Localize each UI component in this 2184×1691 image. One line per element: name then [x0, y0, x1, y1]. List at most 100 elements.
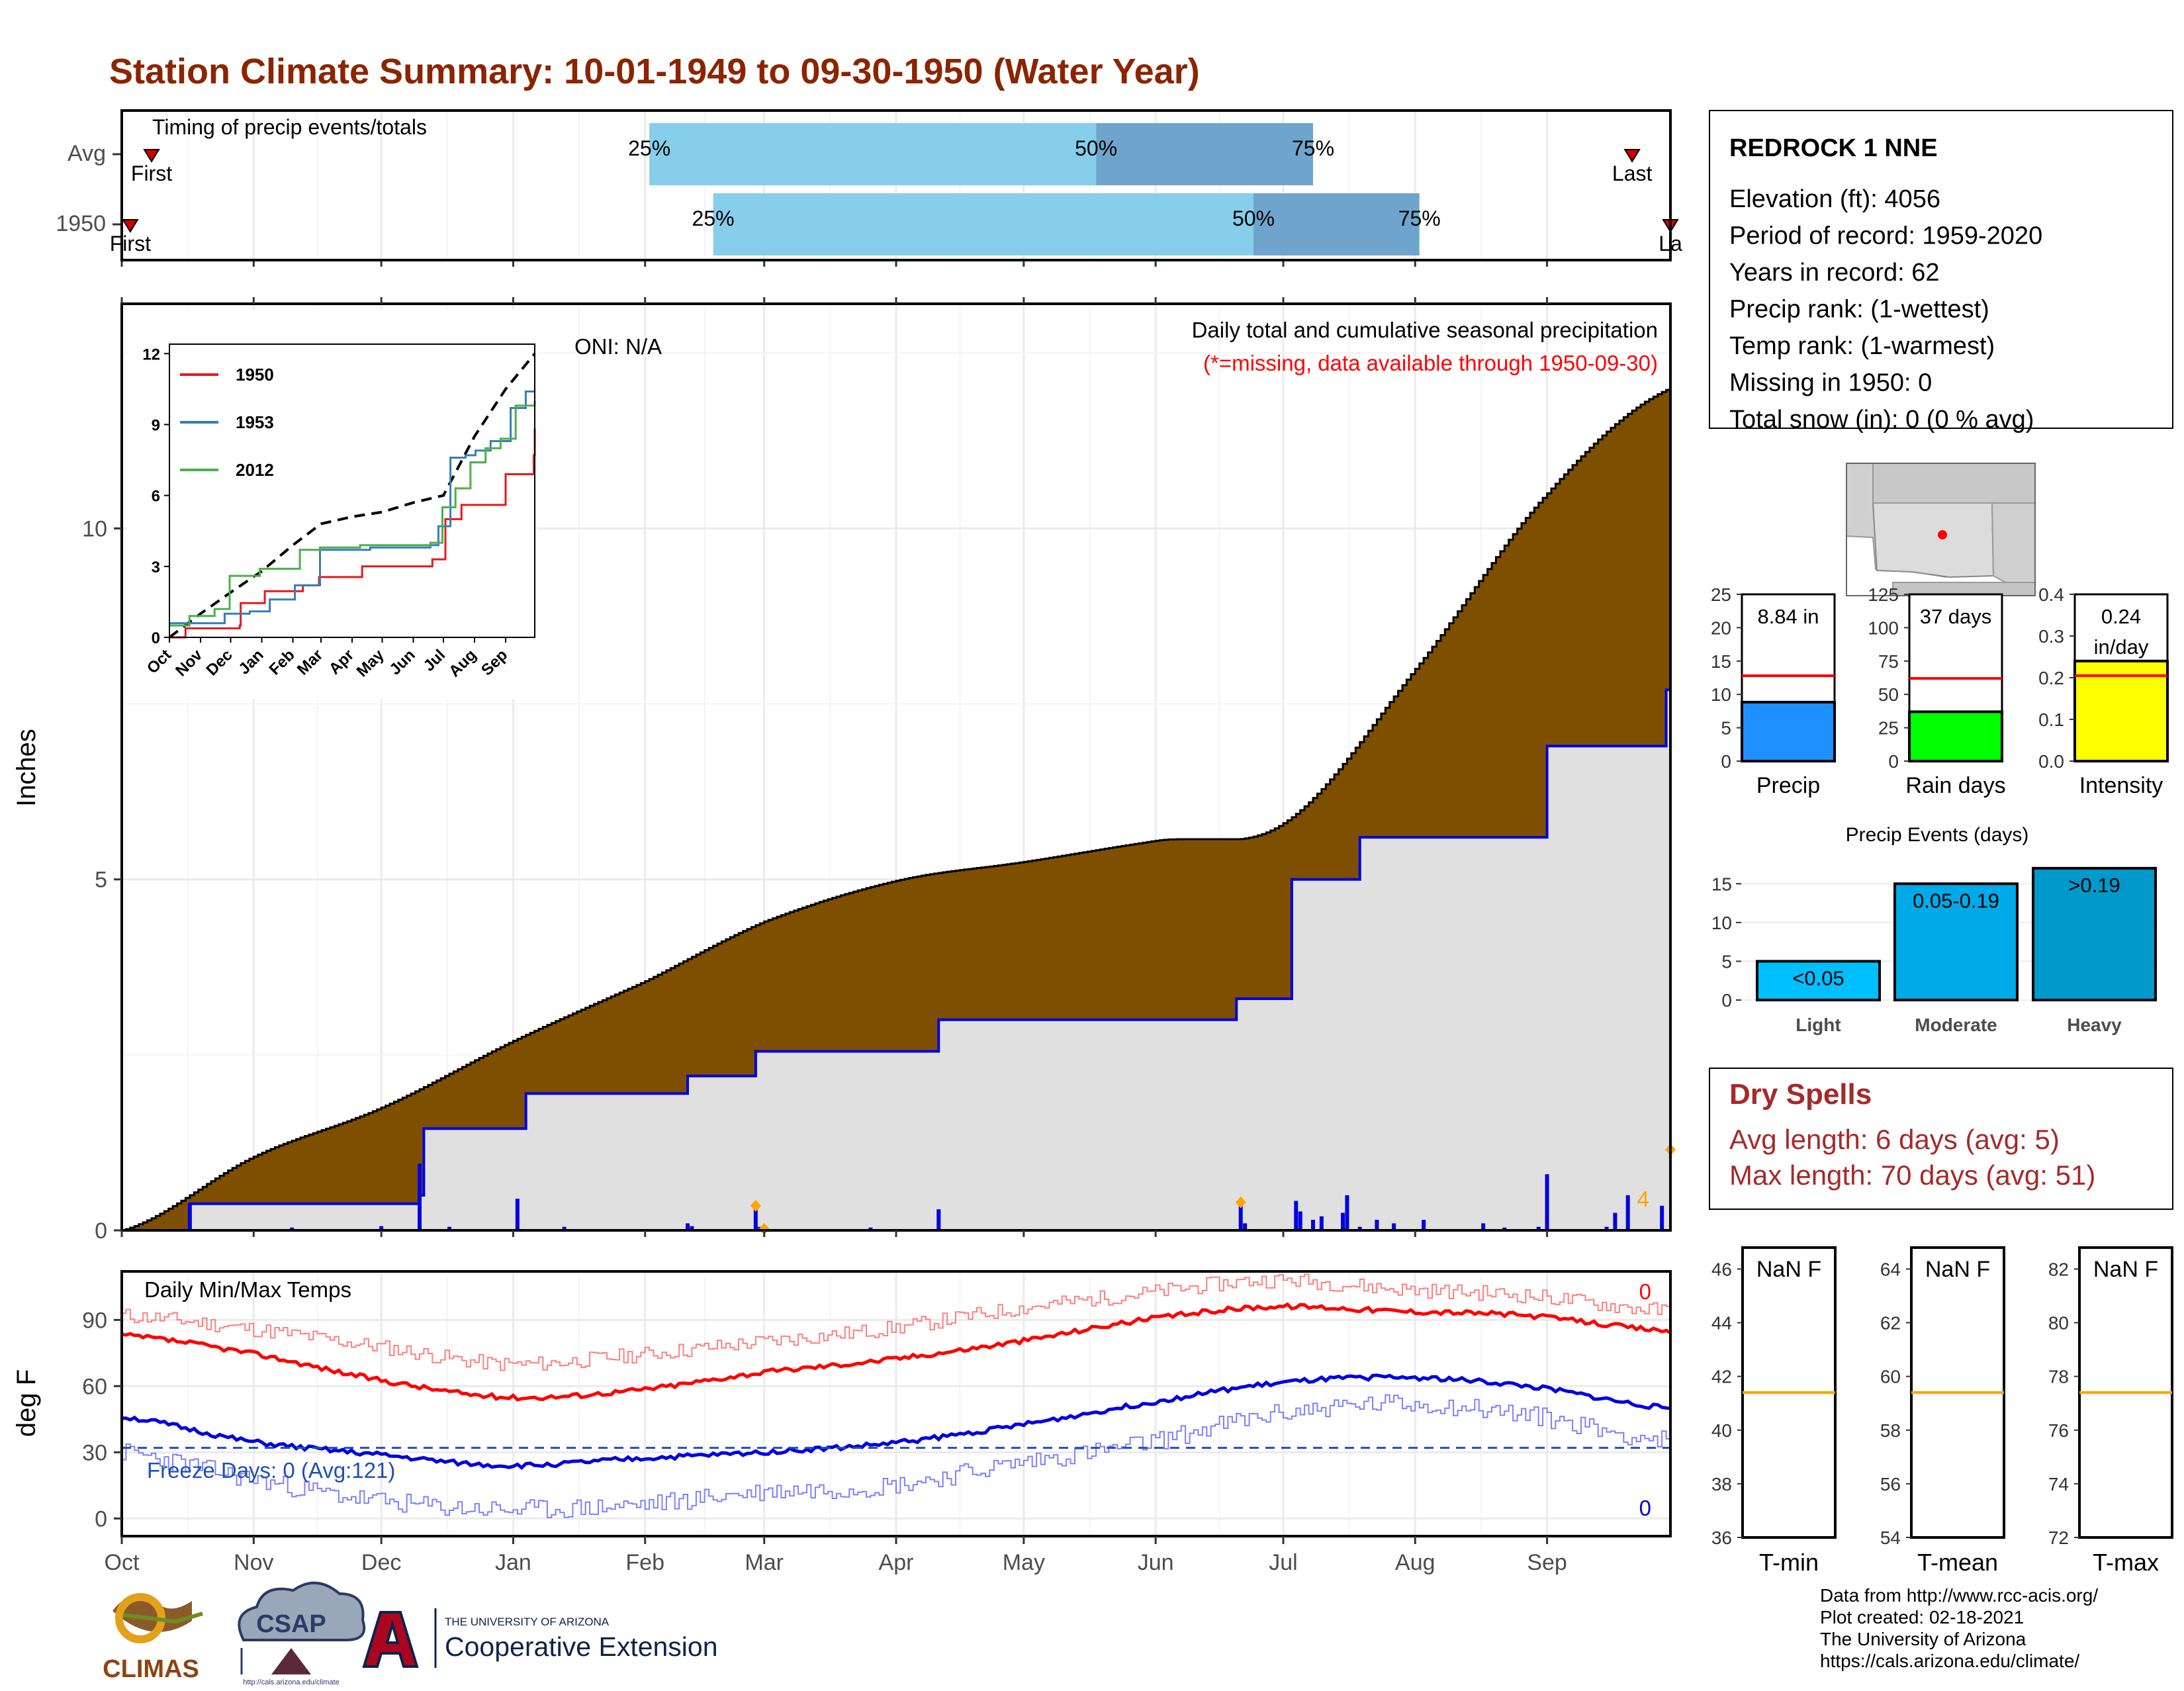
location-map: [1846, 463, 2036, 596]
daily-precip-bar: [1660, 1205, 1664, 1230]
obs-cumulative-area: [122, 610, 1670, 1230]
mini-chart-y-tick-label: 20: [1711, 617, 1731, 638]
events-x-label: Light: [1796, 1015, 1841, 1035]
temp-x-tick-label: Aug: [1395, 1550, 1435, 1575]
daily-precip-bar: [1298, 1211, 1302, 1230]
temp-box-y-tick-label: 56: [1880, 1474, 1901, 1494]
csap-logo-url: http://cals.arizona.edu/climate: [243, 1678, 340, 1686]
inset-y-tick-label: 9: [152, 416, 160, 434]
daily-precip-bar: [1613, 1212, 1617, 1230]
climas-logo-leaf: [122, 1612, 203, 1624]
mini-chart-y-tick-label: 0.3: [2038, 626, 2064, 647]
daily-precip-bar: [753, 1209, 758, 1230]
events-bar-label: <0.05: [1792, 966, 1844, 989]
footer-line-2: Plot created: 02-18-2021: [1820, 1607, 2024, 1627]
inset-y-tick-label: 6: [152, 488, 160, 506]
temp-x-tick-label: Mar: [745, 1550, 784, 1575]
mini-chart-y-tick-label: 25: [1711, 584, 1731, 605]
avg-max-temp-line: [121, 1302, 1672, 1402]
station-detail-line: Missing in 1950: 0: [1729, 369, 1932, 397]
daily-precip-bar: [1502, 1227, 1507, 1230]
timing-bar-25-50: [649, 123, 1097, 185]
dry-spells-border: [1709, 1068, 2173, 1210]
ua-logo-big-text: Cooperative Extension: [445, 1631, 718, 1662]
mini-chart-y-tick-label: 0.1: [2038, 709, 2064, 730]
mini-chart-y-tick-label: 0: [1721, 751, 1731, 772]
mini-chart-rain-days: 0 25 50 75 100 125 37 days Rain days: [1868, 584, 2005, 798]
precip-y-tick-label: 0: [95, 1218, 107, 1244]
temp-x-tick-label: May: [1003, 1550, 1045, 1575]
temp-y-tick-label: 0: [95, 1506, 107, 1531]
missing-data-marker: [758, 1222, 770, 1235]
daily-precip-bar: [686, 1223, 690, 1230]
first-event-label: First: [131, 161, 172, 185]
temperature-label: Daily Min/Max Temps: [144, 1277, 351, 1302]
mini-chart-value-label: 37 days: [1920, 605, 1992, 628]
footer-line-4: https://cals.arizona.edu/climate/: [1820, 1651, 2079, 1671]
csap-logo-cloud: [238, 1581, 366, 1641]
daily-precip-bar: [1238, 1205, 1243, 1230]
temp-x-tick-label: Oct: [105, 1550, 140, 1575]
daily-precip-bar: [1481, 1223, 1486, 1230]
first-event-marker: [143, 149, 160, 163]
daily-precip-bar: [1536, 1226, 1541, 1230]
temp-box-y-tick-label: 60: [1880, 1367, 1901, 1387]
missing-data-marker: [750, 1199, 761, 1212]
events-bar-label: >0.19: [2068, 874, 2120, 897]
timing-25-label: 25%: [692, 206, 735, 230]
temp-box-y-tick-label: 78: [2048, 1367, 2069, 1387]
inset-border: [169, 343, 535, 638]
temp-box-value-label: NaN F: [2093, 1257, 2158, 1282]
station-details: Elevation (ft): 4056 Period of record: 19…: [1729, 185, 2042, 434]
temp-x-tick-label: Nov: [234, 1550, 273, 1575]
timing-bar-50-75: [1096, 123, 1313, 185]
mini-chart-bar: [2073, 659, 2169, 762]
events-bar-light: [1756, 960, 1881, 1002]
events-y-tick-label: 15: [1711, 874, 1732, 894]
precip-y-axis-title: Inches: [12, 729, 41, 807]
mini-chart-y-tick-label: 0.2: [2038, 668, 2064, 688]
timing-75-label: 75%: [1292, 136, 1334, 160]
first-event-marker: [122, 219, 139, 233]
mini-chart-y-tick-label: 15: [1711, 651, 1731, 672]
daily-precip-bar: [379, 1226, 384, 1230]
events-y-tick-label: 0: [1721, 990, 1732, 1011]
temp-x-tick-label: Feb: [625, 1550, 664, 1575]
page-title: Station Climate Summary: 10-01-1949 to 0…: [109, 52, 1200, 91]
temp-box-y-tick-label: 58: [1880, 1420, 1901, 1441]
temp-box-y-tick-label: 62: [1880, 1313, 1901, 1334]
avg-min-temp-line: [121, 1373, 1671, 1471]
map-new-mexico: [1991, 502, 2036, 583]
max-count: 0: [1639, 1279, 1651, 1304]
temp-box-name: T-max: [2093, 1549, 2159, 1576]
timing-bar-25-50: [713, 193, 1253, 255]
mini-chart-y-tick-label: 100: [1868, 617, 1899, 638]
temp-box-y-tick-label: 80: [2048, 1313, 2069, 1334]
climas-logo-text: CLIMAS: [103, 1655, 199, 1683]
station-detail-line: Years in record: 62: [1729, 259, 1940, 287]
temp-box-y-tick-label: 74: [2048, 1474, 2069, 1494]
mini-chart-name: Intensity: [2079, 773, 2163, 798]
daily-precip-bar: [1311, 1220, 1315, 1230]
temp-box-value-label: NaN F: [1925, 1257, 1990, 1282]
mini-chart-bar: [1908, 710, 2003, 762]
daily-precip-bar: [447, 1226, 451, 1230]
temp-box-y-tick-label: 42: [1711, 1367, 1732, 1387]
timing-row-1950-label: 1950: [56, 211, 106, 236]
daily-precip-bar: [562, 1226, 567, 1230]
missing-note: (*=missing, data available through 1950-…: [1203, 351, 1658, 375]
daily-precip-bar: [187, 1203, 192, 1230]
inset-1950-line: [169, 428, 536, 639]
mini-chart-intensity: 0.0 0.1 0.2 0.3 0.4 0.24 in/day Intensity: [2038, 584, 2169, 798]
precip-events-chart: Precip Events (days) 0 5 10 15 <0.05 Light 0.0…: [1711, 824, 2158, 1035]
ua-a-icon: [362, 1611, 419, 1668]
events-bar-moderate: [1893, 882, 2019, 1002]
precip-axes: 0 5 10: [82, 297, 1549, 1244]
station-detail-line: Elevation (ft): 4056: [1729, 185, 1940, 213]
freeze-days-label: Freeze Days: 0 (Avg:121): [147, 1458, 395, 1483]
daily-precip-bar: [1319, 1216, 1324, 1230]
dry-spells-max: Max length: 70 days (avg: 51): [1729, 1160, 2095, 1191]
events-bar-label: 0.05-0.19: [1913, 889, 1999, 912]
